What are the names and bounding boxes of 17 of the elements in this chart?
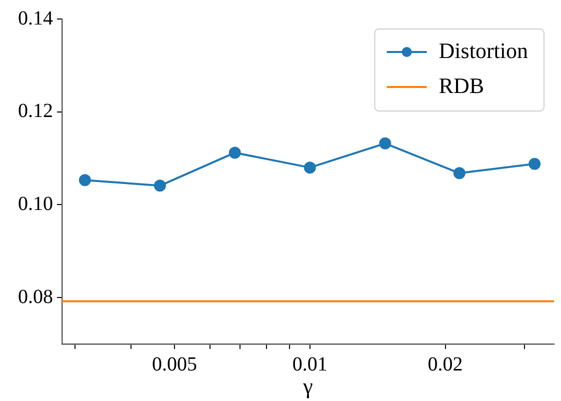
- x-axis-title: γ: [302, 374, 314, 399]
- x-tick-label: 0.01: [292, 353, 328, 376]
- point: [228, 146, 241, 159]
- legend-label: Distortion: [438, 38, 528, 63]
- point: [379, 137, 392, 150]
- x-tick-label: 0.02: [428, 353, 463, 376]
- legend-label: RDB: [438, 72, 484, 98]
- point: [528, 158, 541, 170]
- y-tick-label: 0.14: [18, 7, 53, 30]
- y-tick-label: 0.10: [18, 192, 53, 215]
- point: [154, 180, 166, 192]
- x-tick-label: 0.005: [152, 353, 198, 376]
- y-tick-label: 0.12: [18, 100, 53, 122]
- point: [304, 162, 316, 174]
- point: [453, 167, 466, 180]
- y-tick-label: 0.08: [18, 286, 53, 308]
- point: [78, 174, 91, 186]
